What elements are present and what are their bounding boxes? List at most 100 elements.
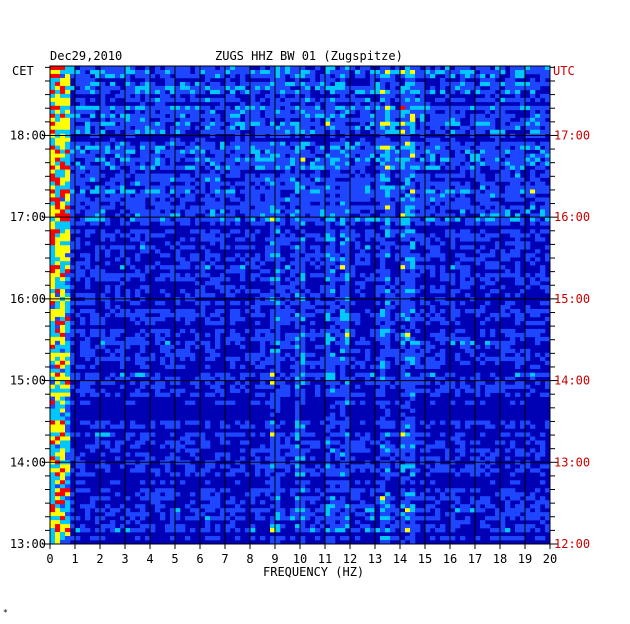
spectrogram-cell — [125, 261, 131, 266]
spectrogram-cell — [350, 265, 356, 270]
spectrogram-cell — [145, 129, 151, 135]
spectrogram-cell — [245, 153, 251, 158]
spectrogram-cell — [415, 97, 421, 103]
spectrogram-cell — [275, 277, 281, 282]
spectrogram-cell — [535, 97, 541, 103]
spectrogram-cell — [330, 273, 336, 278]
spectrogram-cell — [290, 308, 296, 314]
spectrogram-cell — [300, 161, 306, 166]
spectrogram-cell — [105, 336, 111, 342]
spectrogram-cell — [495, 173, 501, 178]
spectrogram-cell — [460, 129, 466, 135]
spectrogram-cell — [480, 81, 486, 87]
spectrogram-cell — [510, 376, 516, 381]
spectrogram-cell — [235, 157, 241, 162]
spectrogram-cell — [75, 301, 81, 306]
spectrogram-cell — [170, 277, 176, 282]
spectrogram-cell — [80, 221, 86, 226]
spectrogram-cell — [440, 241, 446, 246]
spectrogram-cell — [295, 145, 301, 150]
spectrogram-cell — [80, 328, 86, 334]
spectrogram-cell — [50, 66, 56, 71]
spectrogram-cell — [515, 229, 521, 234]
spectrogram-cell — [235, 237, 241, 242]
spectrogram-cell — [395, 289, 401, 294]
spectrogram-cell — [515, 217, 521, 222]
spectrogram-cell — [325, 185, 331, 190]
spectrogram-cell — [515, 173, 521, 178]
spectrogram-cell — [140, 145, 146, 150]
spectrogram-cell — [260, 360, 266, 366]
spectrogram-cell — [405, 400, 411, 405]
spectrogram-cell — [485, 356, 491, 362]
spectrogram-cell — [210, 145, 216, 150]
spectrogram-cell — [445, 109, 451, 115]
spectrogram-cell — [305, 205, 311, 210]
spectrogram-cell — [85, 157, 91, 162]
spectrogram-cell — [160, 392, 166, 397]
spectrogram-cell — [275, 161, 281, 166]
spectrogram-cell — [545, 360, 551, 366]
spectrogram-cell — [405, 293, 411, 298]
spectrogram-cell — [185, 209, 191, 214]
spectrogram-cell — [75, 205, 81, 210]
spectrogram-cell — [50, 145, 56, 150]
spectrogram-cell — [315, 66, 321, 71]
spectrogram-cell — [340, 336, 346, 342]
spectrogram-cell — [250, 356, 256, 362]
spectrogram-cell — [225, 161, 231, 166]
spectrogram-cell — [245, 81, 251, 87]
spectrogram-cell — [120, 181, 126, 186]
spectrogram-cell — [155, 380, 161, 385]
spectrogram-cell — [430, 149, 436, 154]
spectrogram-cell — [535, 153, 541, 158]
spectrogram-cell — [425, 201, 431, 206]
spectrogram-cell — [345, 376, 351, 381]
spectrogram-cell — [65, 125, 71, 131]
spectrogram-cell — [460, 157, 466, 162]
spectrogram-cell — [135, 217, 141, 222]
spectrogram-cell — [170, 388, 176, 393]
spectrogram-cell — [505, 344, 511, 350]
spectrogram-cell — [525, 332, 531, 338]
spectrogram-cell — [270, 193, 276, 198]
spectrogram-cell — [200, 161, 206, 166]
spectrogram-cell — [50, 109, 56, 115]
spectrogram-cell — [340, 66, 346, 71]
spectrogram-cell — [105, 301, 111, 306]
spectrogram-cell — [100, 89, 106, 95]
spectrogram-cell — [290, 269, 296, 274]
spectrogram-cell — [375, 400, 381, 405]
spectrogram-cell — [375, 149, 381, 154]
spectrogram-cell — [75, 165, 81, 170]
spectrogram-cell — [225, 356, 231, 362]
spectrogram-cell — [335, 121, 341, 127]
spectrogram-cell — [460, 173, 466, 178]
spectrogram-cell — [460, 77, 466, 83]
spectrogram-cell — [530, 157, 536, 162]
spectrogram-cell — [285, 336, 291, 342]
spectrogram-cell — [445, 277, 451, 282]
spectrogram-cell — [260, 66, 266, 71]
spectrogram-cell — [515, 380, 521, 385]
spectrogram-cell — [525, 305, 531, 310]
spectrogram-cell — [460, 340, 466, 346]
spectrogram-cell — [500, 145, 506, 150]
spectrogram-cell — [245, 197, 251, 202]
spectrogram-cell — [55, 301, 61, 306]
spectrogram-cell — [180, 356, 186, 362]
spectrogram-cell — [110, 205, 116, 210]
spectrogram-cell — [275, 360, 281, 366]
spectrogram-cell — [145, 165, 151, 170]
spectrogram-cell — [380, 308, 386, 314]
spectrogram-cell — [60, 384, 66, 389]
spectrogram-cell — [450, 189, 456, 194]
spectrogram-cell — [345, 69, 351, 75]
spectrogram-cell — [285, 376, 291, 381]
spectrogram-cell — [220, 273, 226, 278]
spectrogram-cell — [285, 173, 291, 178]
spectrogram-cell — [490, 117, 496, 123]
spectrogram-cell — [310, 121, 316, 127]
spectrogram-cell — [120, 221, 126, 226]
spectrogram-cell — [400, 125, 406, 131]
